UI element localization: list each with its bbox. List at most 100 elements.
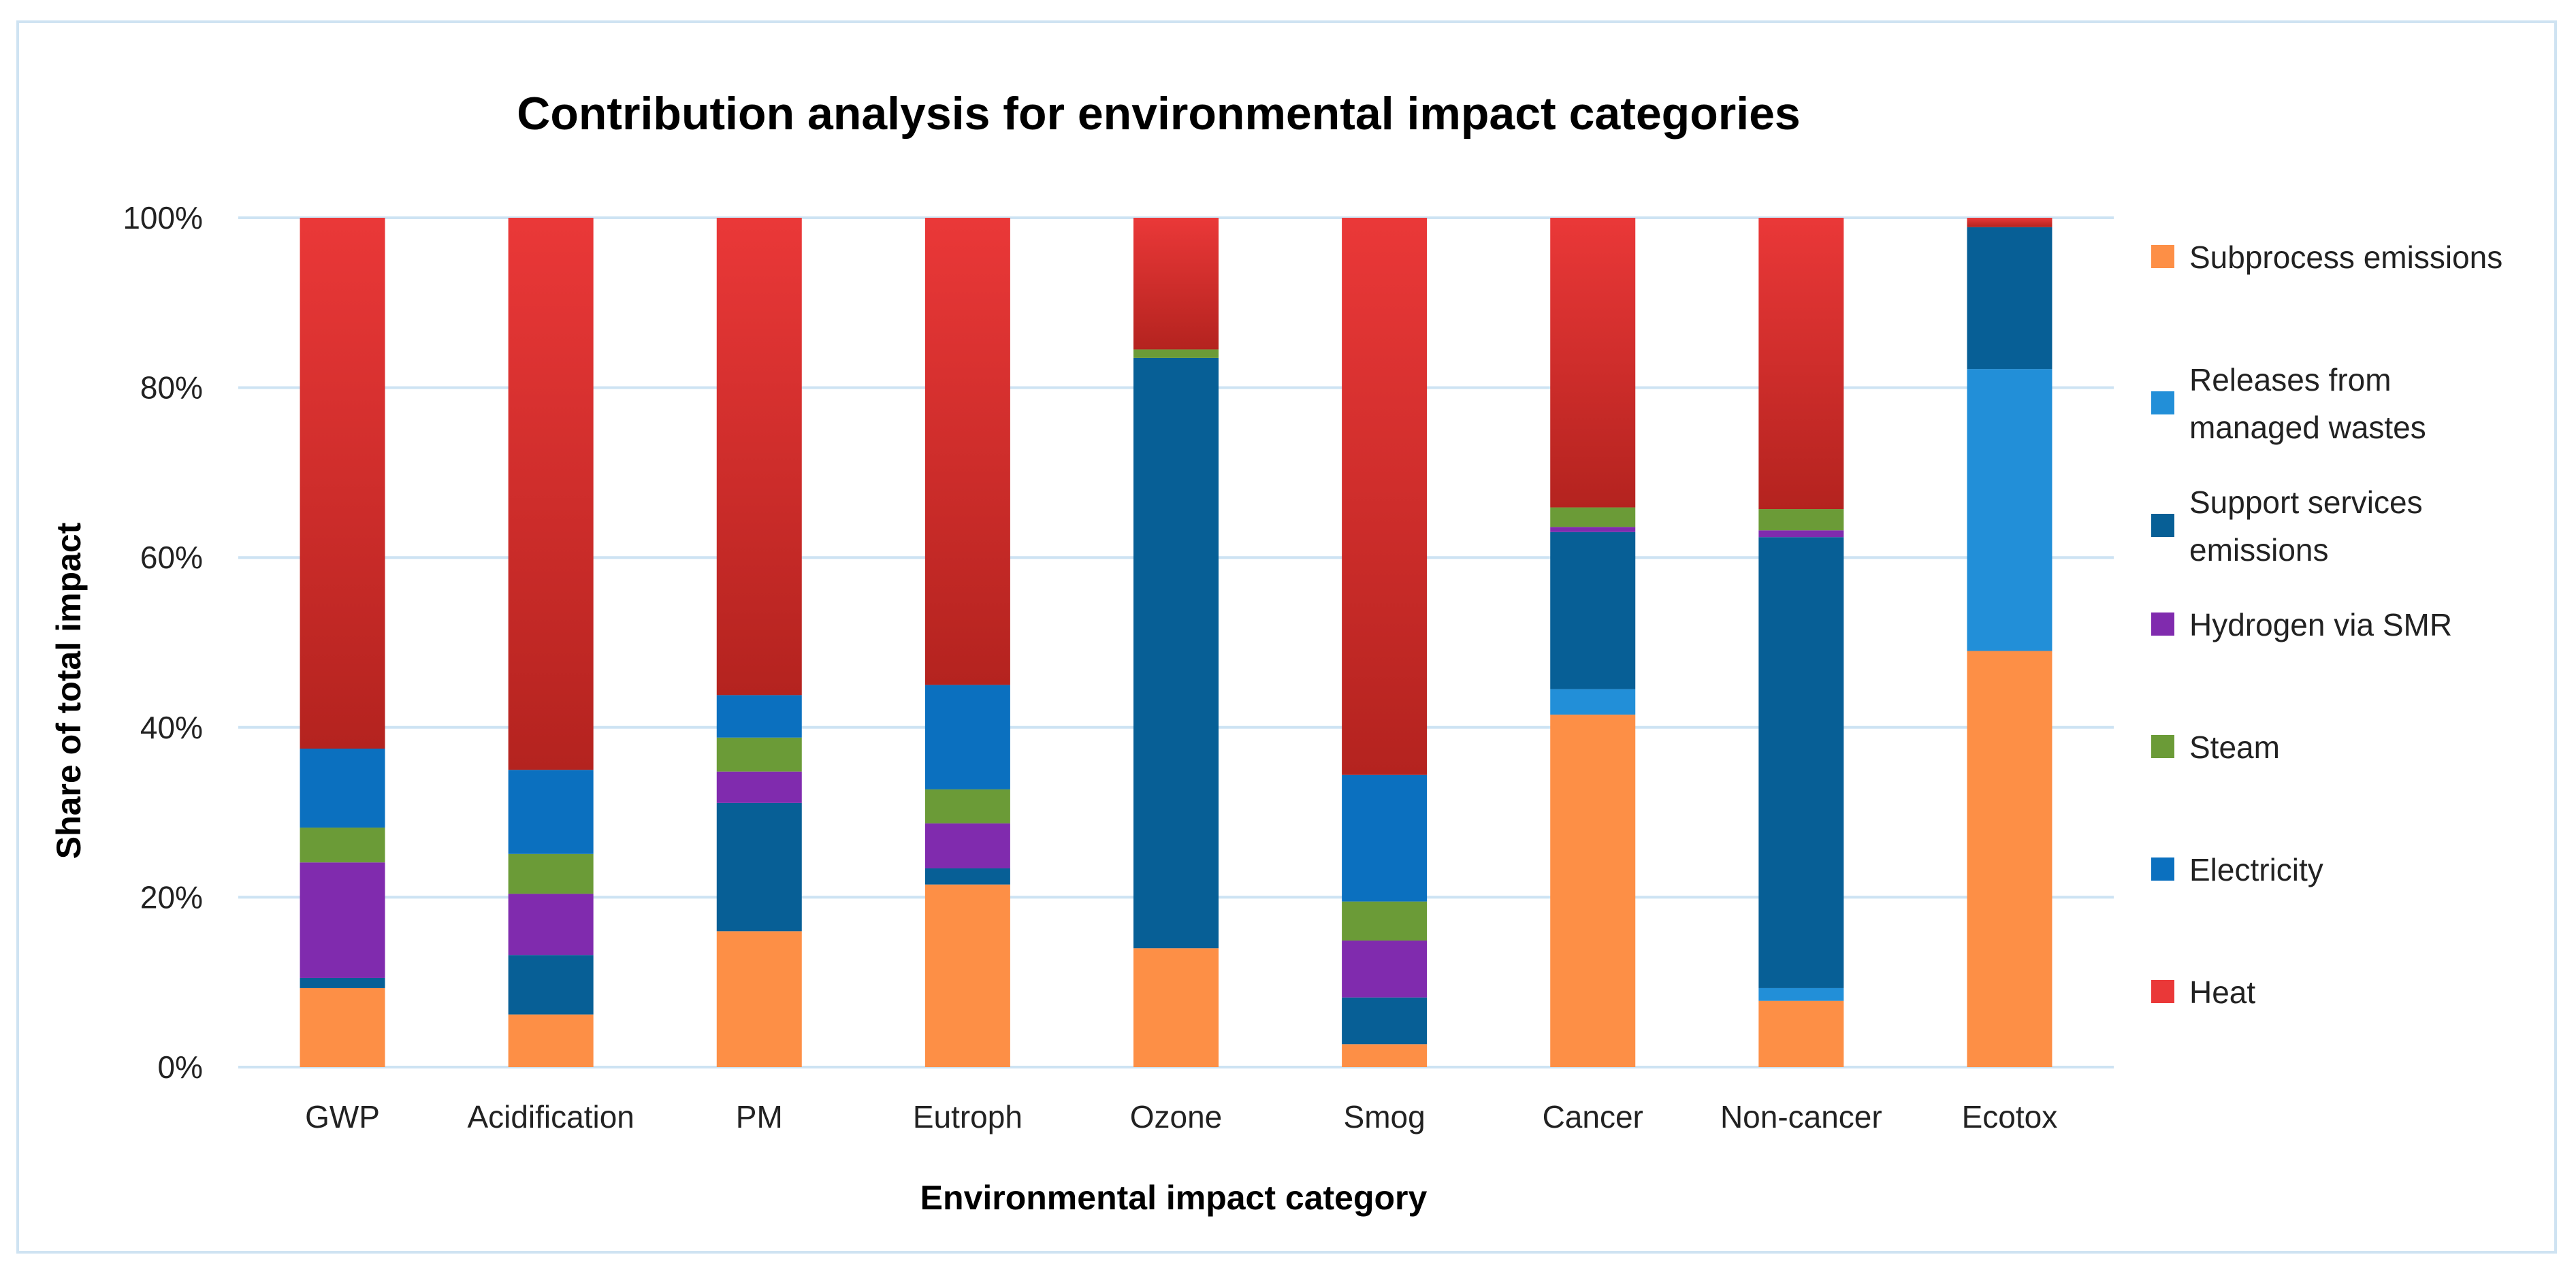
x-axis-title: Environmental impact category (920, 1179, 1428, 1217)
bars (300, 218, 2052, 1067)
legend-label: Subprocess emissions (2189, 240, 2502, 275)
bar-segment-subprocess (1967, 651, 2052, 1067)
bar-segment-hydrogen (716, 771, 802, 803)
legend-item-releases: Releases from managed wastes (2151, 362, 2426, 445)
legend-item-support: Support services emissions (2151, 485, 2423, 568)
bar-segment-electricity (300, 749, 385, 828)
legend-label: Hydrogen via SMR (2189, 607, 2452, 642)
bar-segment-heat (1967, 218, 2052, 227)
bar-segment-electricity (1342, 774, 1428, 902)
bar-stack (924, 218, 1010, 1067)
bar-segment-subprocess (300, 987, 385, 1067)
x-tick-label: PM (736, 1099, 783, 1134)
y-tick-label: 80% (140, 370, 203, 406)
bar-segment-hydrogen (300, 862, 385, 978)
bar-stack (1133, 218, 1219, 1067)
chart-title: Contribution analysis for environmental … (517, 88, 1801, 140)
bar-segment-steam (716, 737, 802, 772)
bar-segment-support (1550, 532, 1636, 689)
bar-segment-releases (1758, 987, 1844, 1001)
bar-segment-heat (1550, 218, 1636, 508)
legend-item-electricity: Electricity (2151, 852, 2323, 887)
bar-segment-electricity (716, 695, 802, 738)
legend-swatch (2151, 858, 2174, 881)
bar-stack (1967, 218, 2052, 1067)
x-tick-label: Ozone (1130, 1099, 1223, 1134)
bar-segment-hydrogen (1342, 941, 1428, 998)
chart-frame (16, 20, 2557, 1254)
bar-stack (1758, 218, 1844, 1067)
bar-segment-support (300, 977, 385, 988)
bar-segment-steam (924, 789, 1010, 823)
legend-label: Releases from (2189, 362, 2392, 397)
bar-segment-hydrogen (1550, 527, 1636, 532)
y-tick-label: 40% (140, 710, 203, 745)
bar-segment-support (716, 802, 802, 932)
bar-segment-hydrogen (508, 894, 594, 956)
legend-swatch (2151, 980, 2174, 1003)
x-tick-label: Ecotox (1962, 1099, 2058, 1134)
legend-label: Heat (2189, 975, 2255, 1010)
y-tick-label: 60% (140, 540, 203, 575)
bar-segment-steam (300, 828, 385, 863)
bar-stack (508, 218, 594, 1067)
legend-swatch (2151, 391, 2174, 414)
x-axis-ticks: GWP Acidification PM Eutroph Ozone Smog Cancer… (305, 1099, 2057, 1134)
bar-segment-heat (1758, 218, 1844, 510)
legend-item-subprocess: Subprocess emissions (2151, 240, 2502, 275)
y-axis-ticks: 0% 20% 40% 60% 80% 100% (123, 200, 203, 1085)
bar-segment-support (1758, 537, 1844, 988)
bar-segment-heat (300, 218, 385, 749)
legend-swatch (2151, 735, 2174, 758)
bar-segment-steam (508, 853, 594, 894)
bar-stack (716, 218, 802, 1067)
bar-stack (300, 218, 385, 1067)
legend-label: managed wastes (2189, 410, 2426, 445)
bar-stack (1342, 218, 1428, 1067)
bar-segment-heat (716, 218, 802, 696)
bar-segment-hydrogen (1758, 530, 1844, 538)
x-tick-label: Non-cancer (1720, 1099, 1882, 1134)
bar-segment-subprocess (1133, 948, 1219, 1067)
x-tick-label: Eutroph (913, 1099, 1023, 1134)
legend-swatch (2151, 245, 2174, 268)
bar-segment-support (1342, 997, 1428, 1045)
bar-segment-support (924, 868, 1010, 885)
y-tick-label: 20% (140, 879, 203, 915)
legend-swatch (2151, 612, 2174, 636)
bar-segment-heat (1342, 218, 1428, 775)
legend-item-heat: Heat (2151, 975, 2255, 1010)
legend-label: Support services (2189, 485, 2423, 520)
bar-segment-heat (508, 218, 594, 770)
bar-segment-subprocess (508, 1014, 594, 1067)
bar-segment-subprocess (1550, 715, 1636, 1067)
bar-segment-subprocess (924, 884, 1010, 1067)
x-tick-label: Smog (1344, 1099, 1426, 1134)
bar-segment-support (508, 955, 594, 1015)
legend-label: emissions (2189, 532, 2329, 568)
bar-segment-electricity (508, 770, 594, 854)
bar-segment-hydrogen (924, 823, 1010, 868)
bar-segment-support (1967, 227, 2052, 370)
x-tick-label: GWP (305, 1099, 380, 1134)
bar-segment-heat (1133, 218, 1219, 350)
legend-item-steam: Steam (2151, 730, 2280, 765)
y-tick-label: 0% (158, 1049, 203, 1085)
bar-segment-support (1133, 357, 1219, 949)
bar-segment-steam (1758, 509, 1844, 531)
bar-segment-steam (1342, 901, 1428, 941)
legend-item-hydrogen: Hydrogen via SMR (2151, 607, 2452, 642)
bar-segment-subprocess (1758, 1000, 1844, 1067)
bar-segment-steam (1133, 349, 1219, 358)
bar-segment-releases (1550, 689, 1636, 715)
x-tick-label: Acidification (467, 1099, 634, 1134)
bar-segment-heat (924, 218, 1010, 685)
bar-segment-electricity (924, 685, 1010, 789)
bar-segment-subprocess (716, 931, 802, 1067)
legend-label: Electricity (2189, 852, 2323, 887)
bar-segment-steam (1550, 507, 1636, 527)
bar-segment-releases (1967, 369, 2052, 651)
legend-swatch (2151, 514, 2174, 537)
bar-stack (1550, 218, 1636, 1067)
y-axis-title: Share of total impact (50, 522, 88, 859)
